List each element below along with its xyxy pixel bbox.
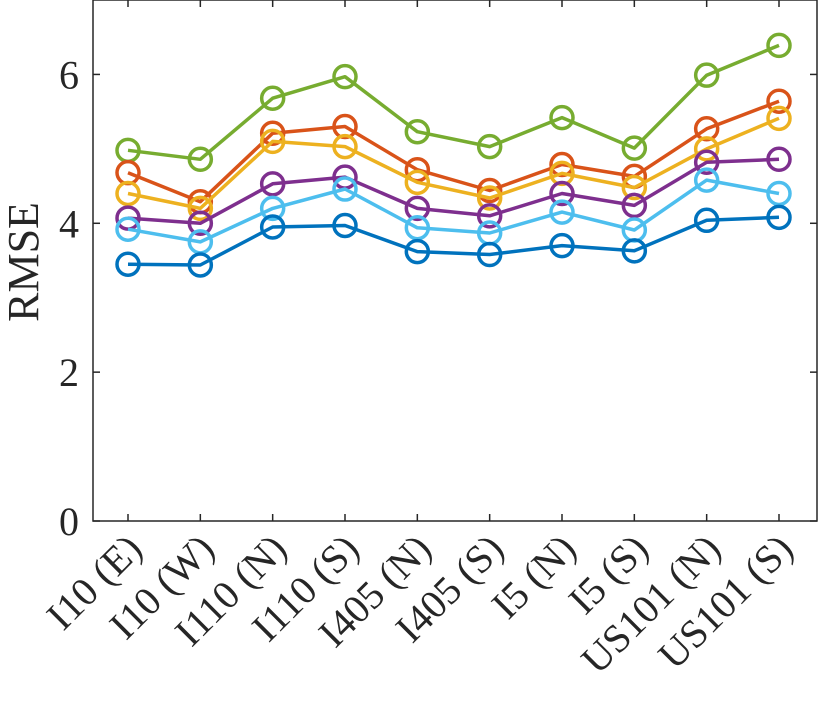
series-2 xyxy=(115,105,792,222)
data-point xyxy=(332,133,358,160)
data-point xyxy=(621,174,648,201)
data-point xyxy=(259,128,286,155)
data-point xyxy=(476,185,503,211)
data-point xyxy=(693,136,720,162)
data-point xyxy=(259,85,286,111)
series-0 xyxy=(115,32,792,173)
data-point xyxy=(693,149,720,176)
data-point xyxy=(766,146,792,173)
data-point xyxy=(476,203,503,229)
data-point xyxy=(476,177,503,204)
data-point xyxy=(476,241,503,268)
data-point xyxy=(187,210,214,237)
data-point xyxy=(549,180,575,207)
data-point xyxy=(115,180,141,207)
data-point xyxy=(766,32,792,59)
series-line xyxy=(127,116,780,211)
data-point xyxy=(404,118,431,145)
series-line xyxy=(127,99,780,204)
data-point xyxy=(549,160,575,187)
y-tick-label: 6 xyxy=(59,52,79,97)
data-point xyxy=(115,216,141,242)
series-4 xyxy=(115,167,792,255)
data-point xyxy=(332,63,358,90)
series-layer xyxy=(115,32,792,278)
series-5 xyxy=(115,204,792,278)
data-point xyxy=(549,232,575,259)
y-tick-label: 4 xyxy=(59,201,79,246)
data-point xyxy=(259,214,286,240)
data-point xyxy=(404,215,431,241)
data-point xyxy=(332,176,358,202)
data-point xyxy=(549,151,575,178)
data-point xyxy=(332,212,358,239)
series-line xyxy=(127,157,780,226)
data-point xyxy=(693,167,720,193)
series-1 xyxy=(115,88,792,215)
data-point xyxy=(259,120,286,146)
data-point xyxy=(115,205,141,231)
y-axis-title: RMSE xyxy=(0,202,48,322)
y-tick-label: 0 xyxy=(59,499,79,544)
data-point xyxy=(766,105,792,132)
data-point xyxy=(621,238,648,264)
data-point xyxy=(766,88,792,114)
data-point xyxy=(693,62,720,88)
data-point xyxy=(332,113,358,140)
data-point xyxy=(766,204,792,231)
data-point xyxy=(476,133,503,160)
y-tick-label: 2 xyxy=(59,350,79,395)
data-point xyxy=(187,146,214,173)
data-point xyxy=(259,171,286,197)
series-3 xyxy=(115,146,792,237)
data-point xyxy=(621,192,648,219)
data-point xyxy=(693,116,720,142)
series-line xyxy=(127,43,780,162)
data-point xyxy=(404,238,431,265)
data-point xyxy=(404,195,431,222)
series-line xyxy=(127,178,780,244)
data-point xyxy=(115,251,141,277)
data-point xyxy=(404,169,431,196)
y-axis: 0 2 4 6 xyxy=(59,52,817,544)
data-point xyxy=(766,180,792,207)
x-tick-label: I5 (N) xyxy=(483,526,585,628)
data-point xyxy=(693,207,720,234)
data-point xyxy=(549,199,575,225)
data-point xyxy=(187,195,214,222)
data-point xyxy=(187,252,214,278)
data-point xyxy=(621,135,648,161)
series-line xyxy=(127,215,780,267)
plot-area xyxy=(92,0,818,522)
data-point xyxy=(259,195,286,222)
data-point xyxy=(549,104,575,131)
